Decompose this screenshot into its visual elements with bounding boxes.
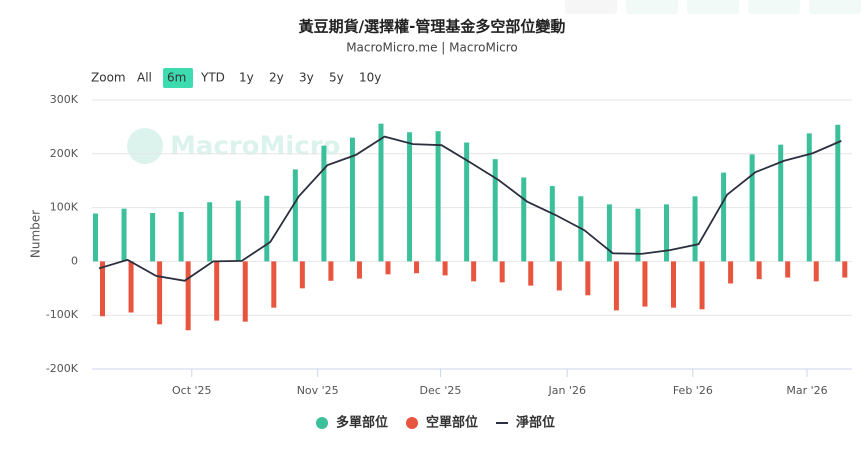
- bar: [150, 212, 156, 262]
- bar: [321, 145, 327, 262]
- legend-label[interactable]: 淨部位: [516, 415, 555, 431]
- watermark-logo: [127, 128, 163, 164]
- bar: [378, 123, 384, 262]
- bar: [292, 169, 298, 262]
- bar: [214, 261, 220, 321]
- bar: [407, 132, 413, 262]
- toolbar-button[interactable]: [626, 0, 678, 14]
- bar: [385, 261, 391, 275]
- bar: [778, 144, 784, 262]
- legend-label[interactable]: 多單部位: [336, 415, 388, 431]
- chart-title: 黃豆期貨/選擇權-管理基金多空部位變動: [299, 18, 566, 36]
- bar: [728, 261, 734, 284]
- x-tick-label: Nov '25: [297, 384, 339, 397]
- legend-symbol: [406, 417, 418, 429]
- y-tick-label: -100K: [46, 308, 79, 321]
- bar: [464, 142, 470, 262]
- range-button[interactable]: YTD: [200, 71, 225, 85]
- bar: [235, 200, 241, 262]
- toolbar: [565, 0, 861, 14]
- bar: [521, 177, 527, 262]
- bar: [349, 137, 355, 262]
- bar: [749, 154, 755, 262]
- x-tick-label: Feb '26: [673, 384, 713, 397]
- bar: [128, 261, 134, 313]
- y-tick-label: 300K: [50, 93, 79, 106]
- toolbar-button[interactable]: [565, 0, 617, 14]
- watermark: MacroMicro: [127, 128, 340, 164]
- bar: [671, 261, 676, 308]
- bar: [699, 261, 705, 310]
- chart-subtitle: MacroMicro.me | MacroMicro: [346, 41, 518, 55]
- range-button[interactable]: 10y: [359, 71, 381, 85]
- bar: [185, 261, 191, 331]
- range-button[interactable]: 6m: [167, 71, 186, 85]
- bar: [93, 213, 98, 262]
- bar: [613, 261, 619, 311]
- legend-label[interactable]: 空單部位: [426, 415, 478, 431]
- bar: [271, 261, 277, 308]
- bar: [813, 261, 819, 282]
- x-tick-label: Dec '25: [420, 384, 462, 397]
- toolbar-button[interactable]: [809, 0, 861, 14]
- bar: [585, 261, 591, 296]
- y-tick-label: 200K: [50, 147, 79, 160]
- bar: [264, 195, 270, 262]
- bar: [721, 172, 727, 262]
- bar: [806, 133, 812, 262]
- range-button[interactable]: 2y: [269, 71, 284, 85]
- y-tick-label: 0: [71, 254, 78, 267]
- bar: [299, 261, 305, 289]
- bar: [692, 196, 698, 262]
- bar: [556, 261, 562, 291]
- bar: [178, 211, 184, 262]
- bar: [207, 202, 213, 262]
- bar: [528, 261, 534, 286]
- bar: [785, 261, 791, 278]
- range-button[interactable]: All: [137, 71, 152, 85]
- bar: [356, 261, 362, 279]
- toolbar-button[interactable]: [748, 0, 800, 14]
- range-button[interactable]: 3y: [299, 71, 314, 85]
- bar: [664, 204, 669, 262]
- range-button-bg[interactable]: [163, 68, 193, 88]
- bar: [471, 261, 477, 282]
- range-button[interactable]: 5y: [329, 71, 344, 85]
- x-tick-label: Jan '26: [547, 384, 585, 397]
- y-tick-label: -200K: [46, 362, 79, 375]
- y-axis-label: Number: [29, 210, 43, 258]
- legend-symbol: [316, 417, 328, 429]
- zoom-label: Zoom: [91, 71, 126, 85]
- bar: [642, 261, 648, 307]
- bar: [492, 159, 498, 262]
- bar: [414, 261, 420, 274]
- range-button[interactable]: 1y: [239, 71, 254, 85]
- watermark-text: MacroMicro: [170, 132, 340, 162]
- toolbar-button[interactable]: [687, 0, 739, 14]
- bar: [328, 261, 334, 281]
- bar: [499, 261, 505, 283]
- x-tick-label: Mar '26: [786, 384, 827, 397]
- bar: [635, 208, 641, 262]
- bar: [242, 261, 248, 322]
- y-tick-label: 100K: [50, 201, 79, 214]
- bar: [606, 204, 612, 262]
- bar: [756, 261, 762, 280]
- bar: [435, 131, 441, 262]
- line: [98, 135, 842, 282]
- bar: [549, 186, 555, 262]
- bar: [121, 208, 127, 262]
- bar: [100, 261, 105, 317]
- x-tick-label: Oct '25: [172, 384, 212, 397]
- bar: [157, 261, 163, 325]
- bar: [835, 124, 841, 262]
- bar: [442, 261, 448, 276]
- bar: [842, 261, 848, 278]
